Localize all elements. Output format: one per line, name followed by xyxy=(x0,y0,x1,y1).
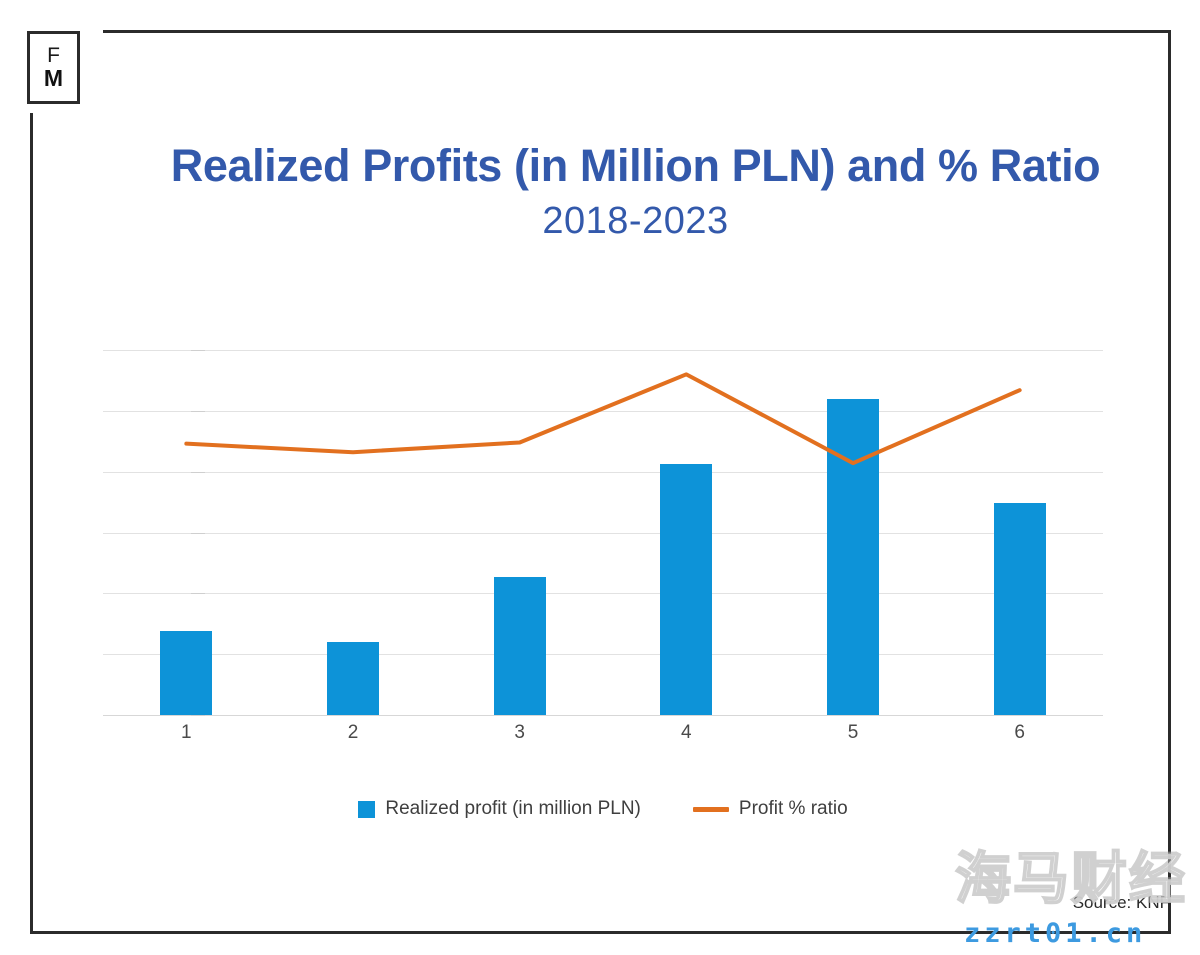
chart-title: Realized Profits (in Million PLN) and % … xyxy=(170,140,1101,191)
x-axis-label: 1 xyxy=(181,722,192,743)
bar xyxy=(493,576,546,715)
plot-area: 0100200300400500600 0%5%10%15%20%25%30% … xyxy=(103,350,1103,743)
legend-item[interactable]: Profit % ratio xyxy=(692,798,848,820)
left-tick-mark xyxy=(191,350,205,351)
legend-item[interactable]: Realized profit (in million PLN) xyxy=(358,798,641,820)
bar xyxy=(993,503,1046,715)
logo-letter-f: F xyxy=(47,44,60,67)
x-axis-label: 2 xyxy=(347,722,359,743)
gridline xyxy=(103,471,1103,473)
x-axis-label: 3 xyxy=(514,722,525,743)
legend-label: Realized profit (in million PLN) xyxy=(385,798,641,819)
bar xyxy=(160,631,213,715)
left-tick-mark xyxy=(191,532,205,534)
legend-square-icon xyxy=(358,800,376,818)
chart-subtitle: 2018-2023 xyxy=(542,200,729,242)
bar xyxy=(327,642,379,715)
gridline xyxy=(103,532,1103,534)
gridline xyxy=(103,593,1103,595)
legend-line-icon xyxy=(692,806,729,812)
gridline xyxy=(103,410,1103,412)
gridline xyxy=(103,350,1103,351)
bar xyxy=(827,398,879,715)
left-tick-mark xyxy=(191,410,205,412)
x-axis-label: 4 xyxy=(681,722,692,743)
frame-border-bottom xyxy=(30,931,1171,934)
frame-border-top xyxy=(103,30,1168,33)
frame-border-right xyxy=(1168,30,1171,931)
logo-letter-m: M xyxy=(43,65,64,91)
x-axis-label: 6 xyxy=(1014,722,1025,743)
frame-border-left xyxy=(30,113,33,931)
x-axis-label: 5 xyxy=(847,722,859,743)
chart-legend: Realized profit (in million PLN) Profit %… xyxy=(103,798,1103,820)
left-tick-mark xyxy=(191,593,205,595)
fm-logo: F M xyxy=(27,31,80,104)
line-series xyxy=(184,372,1022,466)
gridline xyxy=(103,715,1103,716)
source-note: Source: KNF xyxy=(1072,893,1170,912)
gridline xyxy=(103,654,1103,656)
left-tick-mark xyxy=(191,471,205,473)
bar xyxy=(660,464,713,715)
left-tick-mark xyxy=(191,715,205,716)
legend-label: Profit % ratio xyxy=(738,798,848,819)
